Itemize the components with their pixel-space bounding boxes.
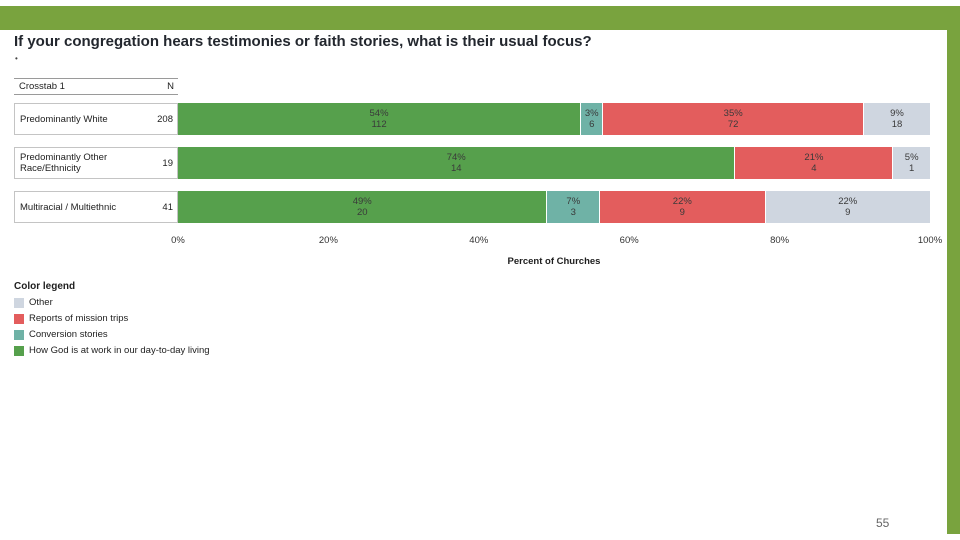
row-label: Predominantly Other Race/Ethnicity xyxy=(20,152,108,174)
row-n-value: 19 xyxy=(162,157,173,169)
legend-label: Other xyxy=(29,297,53,308)
bar-segment: 54% 112 xyxy=(178,103,581,135)
chart-rows: Predominantly White 208 54% 112 3% 6 35% 72 9% 18… xyxy=(14,103,930,223)
segment-count-label: 9 xyxy=(845,207,851,218)
x-tick-label: 40% xyxy=(469,235,489,246)
x-tick-label: 0% xyxy=(171,235,185,246)
x-axis: 0% 20% 40% 60% 80% 100% xyxy=(171,235,942,247)
segment-count-label: 1 xyxy=(909,163,915,174)
legend-label: How God is at work in our day-to-day liv… xyxy=(29,345,210,356)
bar-segment: 22% 9 xyxy=(599,191,765,223)
legend-item: Other xyxy=(14,297,210,308)
chart-row: Predominantly Other Race/Ethnicity 19 74% 1… xyxy=(14,147,930,179)
segment-percent-label: 22% xyxy=(838,196,858,207)
bar-segment: 7% 3 xyxy=(546,191,600,223)
bar-segment: 9% 18 xyxy=(862,103,930,135)
legend-swatch xyxy=(14,345,24,356)
stacked-bar-chart: Crosstab 1 N Predominantly White 208 54% 11… xyxy=(14,78,942,267)
segment-percent-label: 54% xyxy=(369,108,389,119)
legend-swatch xyxy=(14,313,24,324)
segment-count-label: 4 xyxy=(811,163,817,174)
row-label: Multiracial / Multiethnic xyxy=(20,201,117,213)
bar-segment: 5% 1 xyxy=(892,147,930,179)
x-tick-label: 100% xyxy=(917,235,943,246)
segment-percent-label: 21% xyxy=(804,152,824,163)
segment-percent-label: 5% xyxy=(904,152,919,163)
crosstab-label: Crosstab 1 xyxy=(19,81,65,92)
legend-swatch xyxy=(14,297,24,308)
slide-title: If your congregation hears testimonies o… xyxy=(14,33,592,50)
bar-segment: 74% 14 xyxy=(178,147,735,179)
bar-segment: 3% 6 xyxy=(580,103,603,135)
legend-items: Other Reports of mission trips Conversion … xyxy=(14,297,210,356)
segment-count-label: 3 xyxy=(570,207,576,218)
segment-count-label: 18 xyxy=(891,119,903,130)
crosstab-header: Crosstab 1 N xyxy=(14,78,178,95)
row-label: Predominantly White xyxy=(20,113,108,125)
legend-item: How God is at work in our day-to-day liv… xyxy=(14,345,210,356)
segment-percent-label: 35% xyxy=(723,108,743,119)
bar-segment: 35% 72 xyxy=(602,103,863,135)
segment-percent-label: 22% xyxy=(672,196,692,207)
stacked-bar: 49% 20 7% 3 22% 9 22% 9 xyxy=(178,191,930,223)
bar-segment: 21% 4 xyxy=(734,147,893,179)
segment-percent-label: 9% xyxy=(890,108,904,119)
n-column-header: N xyxy=(167,81,174,92)
segment-count-label: 14 xyxy=(450,163,462,174)
row-n-value: 41 xyxy=(162,201,173,213)
segment-percent-label: 3% xyxy=(584,108,599,119)
x-tick-label: 80% xyxy=(770,235,790,246)
color-legend: Color legend Other Reports of mission tri… xyxy=(14,281,210,356)
bullet-marker: • xyxy=(15,54,18,63)
segment-count-label: 20 xyxy=(356,207,368,218)
bar-segment: 22% 9 xyxy=(764,191,930,223)
chart-row: Predominantly White 208 54% 112 3% 6 35% 72 9% 18 xyxy=(14,103,930,135)
legend-swatch xyxy=(14,329,24,340)
legend-item: Reports of mission trips xyxy=(14,313,210,324)
legend-label: Conversion stories xyxy=(29,329,108,340)
stacked-bar: 54% 112 3% 6 35% 72 9% 18 xyxy=(178,103,930,135)
segment-count-label: 112 xyxy=(371,119,387,130)
x-tick-label: 60% xyxy=(619,235,639,246)
segment-count-label: 9 xyxy=(679,207,685,218)
top-accent-bar xyxy=(0,6,960,30)
row-n-value: 208 xyxy=(157,113,173,125)
x-tick-label: 20% xyxy=(318,235,338,246)
row-label-cell: Predominantly Other Race/Ethnicity 19 xyxy=(14,147,178,179)
stacked-bar: 74% 14 21% 4 5% 1 xyxy=(178,147,930,179)
page-number: 55 xyxy=(876,516,890,530)
segment-count-label: 6 xyxy=(589,119,595,130)
segment-count-label: 72 xyxy=(727,119,739,130)
row-label-cell: Multiracial / Multiethnic 41 xyxy=(14,191,178,223)
legend-title: Color legend xyxy=(14,281,76,292)
legend-item: Conversion stories xyxy=(14,329,210,340)
chart-row: Multiracial / Multiethnic 41 49% 20 7% 3 22% 9 2… xyxy=(14,191,930,223)
row-label-cell: Predominantly White 208 xyxy=(14,103,178,135)
segment-percent-label: 74% xyxy=(446,152,466,163)
segment-percent-label: 7% xyxy=(566,196,581,207)
legend-label: Reports of mission trips xyxy=(29,313,129,324)
right-accent-bar xyxy=(947,6,960,534)
bar-segment: 49% 20 xyxy=(178,191,547,223)
segment-percent-label: 49% xyxy=(352,196,372,207)
x-axis-title: Percent of Churches xyxy=(507,256,601,267)
